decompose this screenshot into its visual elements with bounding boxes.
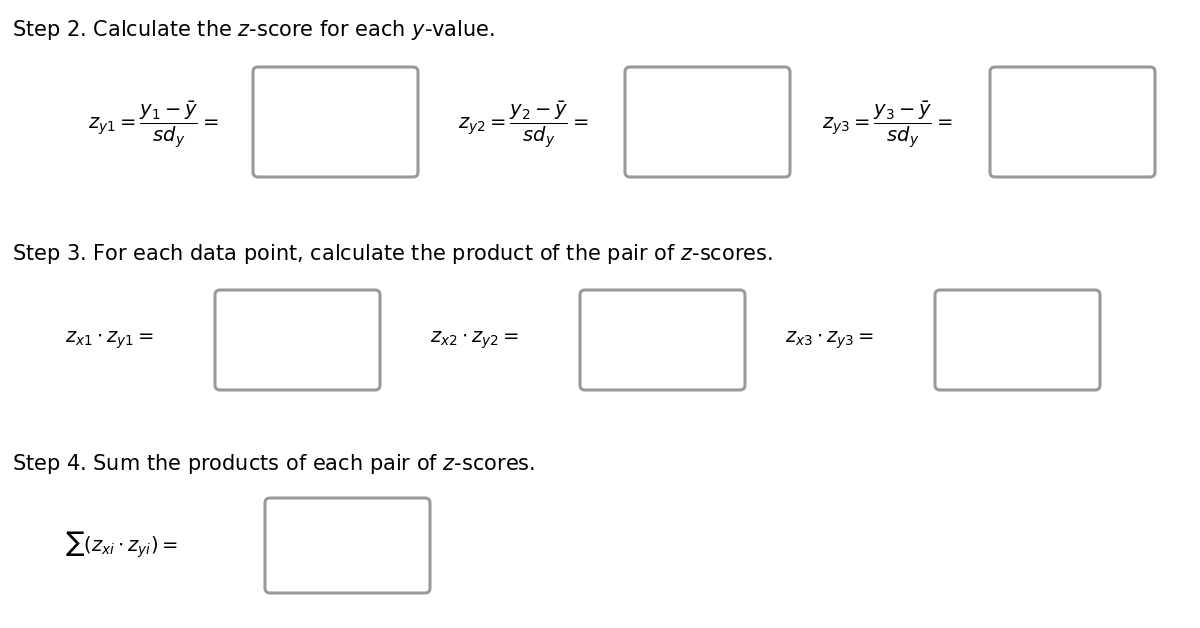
Text: Step 2. Calculate the $z$-score for each $y$-value.: Step 2. Calculate the $z$-score for each…	[12, 18, 496, 42]
Text: $z_{x1} \cdot z_{y1} =$: $z_{x1} \cdot z_{y1} =$	[65, 329, 154, 351]
FancyBboxPatch shape	[625, 67, 790, 177]
Text: $z_{y3} = \dfrac{y_3 - \bar{y}}{sd_y} =$: $z_{y3} = \dfrac{y_3 - \bar{y}}{sd_y} =$	[822, 100, 953, 150]
FancyBboxPatch shape	[935, 290, 1100, 390]
Text: Step 3. For each data point, calculate the product of the pair of $z$-scores.: Step 3. For each data point, calculate t…	[12, 242, 773, 266]
Text: $z_{y2} = \dfrac{y_2 - \bar{y}}{sd_y} =$: $z_{y2} = \dfrac{y_2 - \bar{y}}{sd_y} =$	[458, 100, 588, 150]
FancyBboxPatch shape	[215, 290, 380, 390]
Text: $z_{x3} \cdot z_{y3} =$: $z_{x3} \cdot z_{y3} =$	[785, 329, 874, 351]
FancyBboxPatch shape	[265, 498, 430, 593]
Text: Step 4. Sum the products of each pair of $z$-scores.: Step 4. Sum the products of each pair of…	[12, 452, 535, 476]
FancyBboxPatch shape	[580, 290, 745, 390]
Text: $\sum(z_{xi} \cdot z_{yi}) =$: $\sum(z_{xi} \cdot z_{yi}) =$	[65, 530, 178, 560]
FancyBboxPatch shape	[253, 67, 418, 177]
Text: $z_{y1} = \dfrac{y_1 - \bar{y}}{sd_y} =$: $z_{y1} = \dfrac{y_1 - \bar{y}}{sd_y} =$	[88, 100, 218, 150]
Text: $z_{x2} \cdot z_{y2} =$: $z_{x2} \cdot z_{y2} =$	[430, 329, 520, 351]
FancyBboxPatch shape	[990, 67, 1154, 177]
